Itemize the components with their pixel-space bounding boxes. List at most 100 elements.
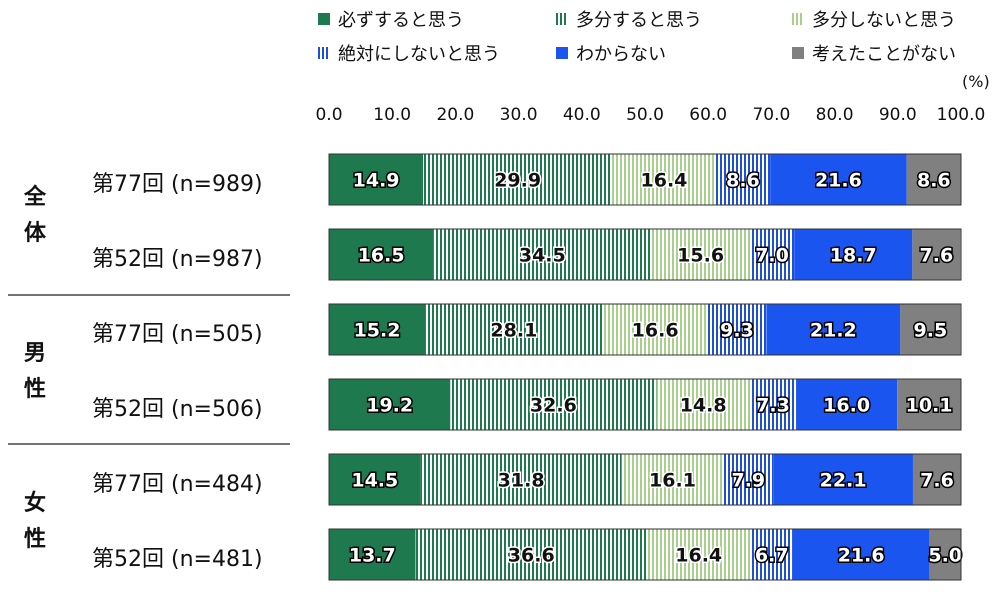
- legend-swatch-definitely-wont: [318, 47, 330, 59]
- bar-segment: [897, 379, 961, 430]
- bar-segment: [750, 529, 793, 580]
- bar-segment: [770, 154, 907, 205]
- data-label: 9.5: [914, 320, 948, 342]
- data-label: 29.9: [494, 170, 541, 192]
- bar-segment: [420, 454, 622, 505]
- data-label: 16.4: [675, 545, 722, 567]
- x-tick-label: 40.0: [563, 105, 601, 125]
- data-label: 6.7: [755, 545, 789, 567]
- bar-outline: [328, 228, 962, 281]
- data-label: 34.5: [519, 245, 566, 267]
- bar-segment: [796, 379, 898, 430]
- bar-segment: [766, 304, 901, 355]
- bar-segment: [329, 229, 434, 280]
- data-label: 21.6: [815, 170, 862, 192]
- x-tick-label: 20.0: [436, 105, 474, 125]
- unit-label: (%): [962, 72, 990, 91]
- data-label: 21.6: [838, 545, 885, 567]
- row-label: 第52回 (n=481): [92, 547, 263, 572]
- data-label: 16.0: [823, 395, 870, 417]
- row-label: 第77回 (n=484): [92, 472, 263, 497]
- legend-swatch-probably-will: [556, 13, 568, 25]
- bar-segment: [749, 229, 795, 280]
- bar-segment: [656, 379, 750, 430]
- data-label: 5.0: [928, 545, 962, 567]
- bar-segment: [612, 154, 716, 205]
- bar-segment: [715, 154, 771, 205]
- bar-segment: [646, 529, 751, 580]
- data-label: 18.7: [830, 245, 877, 267]
- bar-segment: [329, 454, 421, 505]
- legend-item-probably-will: 多分すると思う: [556, 6, 702, 32]
- bar-segment: [912, 454, 961, 505]
- bar-segment: [792, 529, 930, 580]
- group-label-char: 男: [23, 341, 46, 366]
- bar-segment: [621, 454, 724, 505]
- bar-outline: [328, 528, 962, 581]
- data-label: 15.2: [354, 320, 401, 342]
- bar-segment: [707, 304, 767, 355]
- legend-label: 考えたことがない: [812, 44, 956, 65]
- legend-item-never-thought: 考えたことがない: [792, 40, 956, 66]
- bar-segment: [415, 529, 647, 580]
- bar-segment: [794, 229, 913, 280]
- data-label: 16.4: [641, 170, 688, 192]
- bar-segment: [651, 229, 750, 280]
- data-label: 7.9: [731, 470, 765, 492]
- legend-item-definitely-wont: 絶対にしないと思う: [318, 40, 500, 66]
- data-label: 15.6: [677, 245, 724, 267]
- data-label: 13.7: [349, 545, 396, 567]
- legend-label: 必ずすると思う: [338, 10, 464, 31]
- legend-swatch-definitely-will: [318, 13, 330, 25]
- bar-segment: [602, 304, 708, 355]
- data-label: 28.1: [490, 320, 537, 342]
- bar-segment: [329, 304, 426, 355]
- data-label: 14.8: [680, 395, 727, 417]
- data-label: 31.8: [498, 470, 545, 492]
- data-label: 9.3: [720, 320, 754, 342]
- x-tick-label: 0.0: [315, 105, 342, 125]
- data-label: 10.1: [906, 395, 953, 417]
- legend-item-dont-know: わからない: [556, 40, 666, 66]
- x-tick-label: 90.0: [879, 105, 917, 125]
- group-label-char: 女: [23, 491, 46, 516]
- bar-segment: [912, 229, 961, 280]
- x-tick-label: 50.0: [626, 105, 664, 125]
- data-label: 21.2: [810, 320, 857, 342]
- data-label: 16.1: [649, 470, 696, 492]
- bar-segment: [900, 304, 961, 355]
- bar-segment: [329, 529, 416, 580]
- group-label-char: 性: [23, 527, 46, 552]
- data-label: 19.2: [366, 395, 413, 417]
- row-label: 第52回 (n=506): [92, 397, 263, 422]
- bars: 14.9 29.9 16.4 8.6 21.6 8.6 16.5 34.5 15.6 7.0 18.…: [328, 153, 964, 581]
- data-label: 7.6: [920, 470, 954, 492]
- data-label: 8.6: [726, 170, 760, 192]
- data-label: 14.9: [353, 170, 400, 192]
- x-tick-label: 30.0: [500, 105, 538, 125]
- bar-segment: [329, 379, 451, 430]
- bar-outline: [328, 303, 962, 356]
- legend-item-probably-wont: 多分しないと思う: [792, 6, 956, 32]
- bar-outline: [328, 378, 962, 431]
- data-label: 8.6: [917, 170, 951, 192]
- group-label-char: 性: [23, 377, 46, 402]
- bar-segment: [773, 454, 913, 505]
- data-label: 22.1: [820, 470, 867, 492]
- x-tick-label: 100.0: [937, 105, 986, 125]
- bar-segment: [423, 154, 613, 205]
- group-label-char: 体: [23, 221, 46, 246]
- legend-swatch-dont-know: [556, 47, 568, 59]
- data-label: 16.6: [632, 320, 679, 342]
- bar-outline: [328, 153, 962, 206]
- legend-label: 多分しないと思う: [812, 10, 956, 31]
- group-dividers: [8, 294, 290, 445]
- legend-item-definitely-will: 必ずすると思う: [318, 6, 464, 32]
- bar-segment: [450, 379, 657, 430]
- x-tick-label: 60.0: [689, 105, 727, 125]
- bar-segment: [929, 529, 961, 580]
- data-label: 14.5: [351, 470, 398, 492]
- bar-segment: [723, 454, 774, 505]
- bar-segment: [329, 154, 424, 205]
- legend-label: わからない: [576, 44, 666, 65]
